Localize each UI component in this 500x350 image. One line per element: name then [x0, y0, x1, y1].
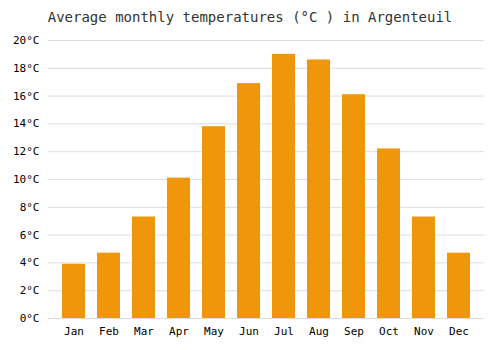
svg-text:Nov: Nov — [414, 325, 434, 338]
html-text:Average monthly temperatures (: Average monthly temperatures (°C ) in Ar… — [47, 9, 453, 25]
svg-text:May: May — [204, 325, 224, 338]
svg-text:10°C: 10°C — [13, 173, 40, 186]
svg-text:Apr: Apr — [169, 325, 189, 338]
svg-text:Jan: Jan — [64, 325, 84, 338]
svg-text:20°C: 20°C — [13, 34, 40, 47]
svg-text:Jun: Jun — [239, 325, 259, 338]
svg-text:14°C: 14°C — [13, 117, 40, 130]
svg-text:Feb: Feb — [99, 325, 119, 338]
svg-text:Oct: Oct — [379, 325, 399, 338]
svg-text:Dec: Dec — [449, 325, 469, 338]
svg-text:0°C: 0°C — [20, 312, 40, 325]
svg-text:Jul: Jul — [274, 325, 294, 338]
svg-text:12°C: 12°C — [13, 145, 40, 158]
svg-text:6°C: 6°C — [20, 229, 40, 242]
svg-text:Aug: Aug — [309, 325, 329, 338]
svg-text:4°C: 4°C — [20, 256, 40, 269]
svg-text:Sep: Sep — [344, 325, 364, 338]
svg-text:16°C: 16°C — [13, 90, 40, 103]
svg-text:2°C: 2°C — [20, 284, 40, 297]
svg-text:18°C: 18°C — [13, 62, 40, 75]
svg-text:Mar: Mar — [134, 325, 154, 338]
svg-text:8°C: 8°C — [20, 201, 40, 214]
